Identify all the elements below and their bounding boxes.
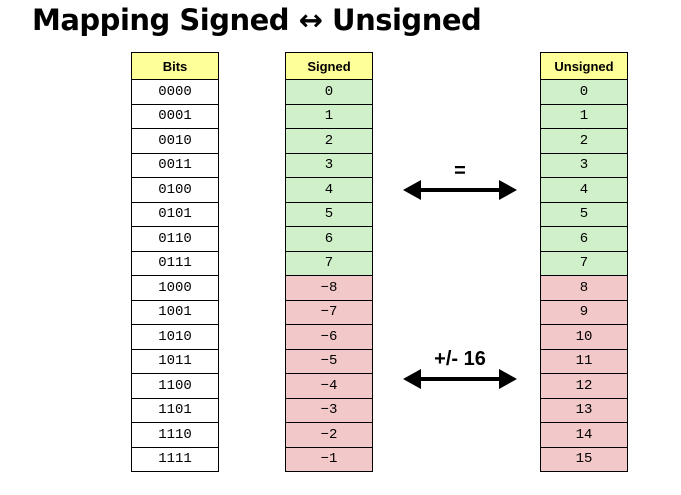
unsigned-cell: 11: [540, 348, 628, 374]
equal-arrow-icon: [403, 180, 517, 200]
signed-cell: −3: [285, 397, 373, 423]
bits-cell: 1100: [131, 373, 219, 399]
bits-cell: 0100: [131, 177, 219, 203]
unsigned-cell: 4: [540, 177, 628, 203]
equal-label: =: [454, 160, 466, 182]
unsigned-table: Unsigned 0 1 2 3 4 5 6 7 8 9 10 11 12 13 14 15: [540, 52, 628, 472]
bits-cell: 0011: [131, 152, 219, 178]
signed-cell: 1: [285, 103, 373, 129]
bits-cell: 1110: [131, 422, 219, 448]
bits-cell: 0101: [131, 201, 219, 227]
signed-cell: 3: [285, 152, 373, 178]
signed-table: Signed 0 1 2 3 4 5 6 7 −8 −7 −6 −5 −4 −3 −2 −1: [285, 52, 373, 472]
offset-arrow-icon: [403, 369, 517, 389]
bits-table: Bits 0000 0001 0010 0011 0100 0101 0110 0111 100…: [131, 52, 219, 472]
unsigned-cell: 15: [540, 446, 628, 472]
signed-cell: 0: [285, 79, 373, 105]
unsigned-cell: 9: [540, 299, 628, 325]
signed-cell: −7: [285, 299, 373, 325]
bits-cell: 1111: [131, 446, 219, 472]
bits-cell: 1010: [131, 324, 219, 350]
signed-cell: 7: [285, 250, 373, 276]
signed-cell: −6: [285, 324, 373, 350]
signed-cell: −4: [285, 373, 373, 399]
unsigned-cell: 13: [540, 397, 628, 423]
unsigned-cell: 12: [540, 373, 628, 399]
unsigned-cell: 7: [540, 250, 628, 276]
unsigned-cell: 14: [540, 422, 628, 448]
unsigned-cell: 0: [540, 79, 628, 105]
signed-cell: 5: [285, 201, 373, 227]
unsigned-cell: 2: [540, 128, 628, 154]
signed-cell: −5: [285, 348, 373, 374]
unsigned-header: Unsigned: [540, 52, 628, 80]
unsigned-cell: 6: [540, 226, 628, 252]
bits-cell: 1000: [131, 275, 219, 301]
bits-cell: 1001: [131, 299, 219, 325]
signed-header: Signed: [285, 52, 373, 80]
signed-cell: 6: [285, 226, 373, 252]
unsigned-cell: 5: [540, 201, 628, 227]
bits-cell: 1011: [131, 348, 219, 374]
signed-cell: −1: [285, 446, 373, 472]
unsigned-cell: 1: [540, 103, 628, 129]
bits-cell: 1101: [131, 397, 219, 423]
signed-cell: 4: [285, 177, 373, 203]
bits-header: Bits: [131, 52, 219, 80]
signed-cell: −2: [285, 422, 373, 448]
unsigned-cell: 3: [540, 152, 628, 178]
unsigned-cell: 8: [540, 275, 628, 301]
bits-cell: 0111: [131, 250, 219, 276]
unsigned-cell: 10: [540, 324, 628, 350]
bits-cell: 0001: [131, 103, 219, 129]
bits-cell: 0000: [131, 79, 219, 105]
signed-cell: −8: [285, 275, 373, 301]
bits-cell: 0010: [131, 128, 219, 154]
signed-cell: 2: [285, 128, 373, 154]
bits-cell: 0110: [131, 226, 219, 252]
page-title: Mapping Signed ↔ Unsigned: [32, 3, 482, 37]
offset-label: +/- 16: [434, 348, 486, 370]
